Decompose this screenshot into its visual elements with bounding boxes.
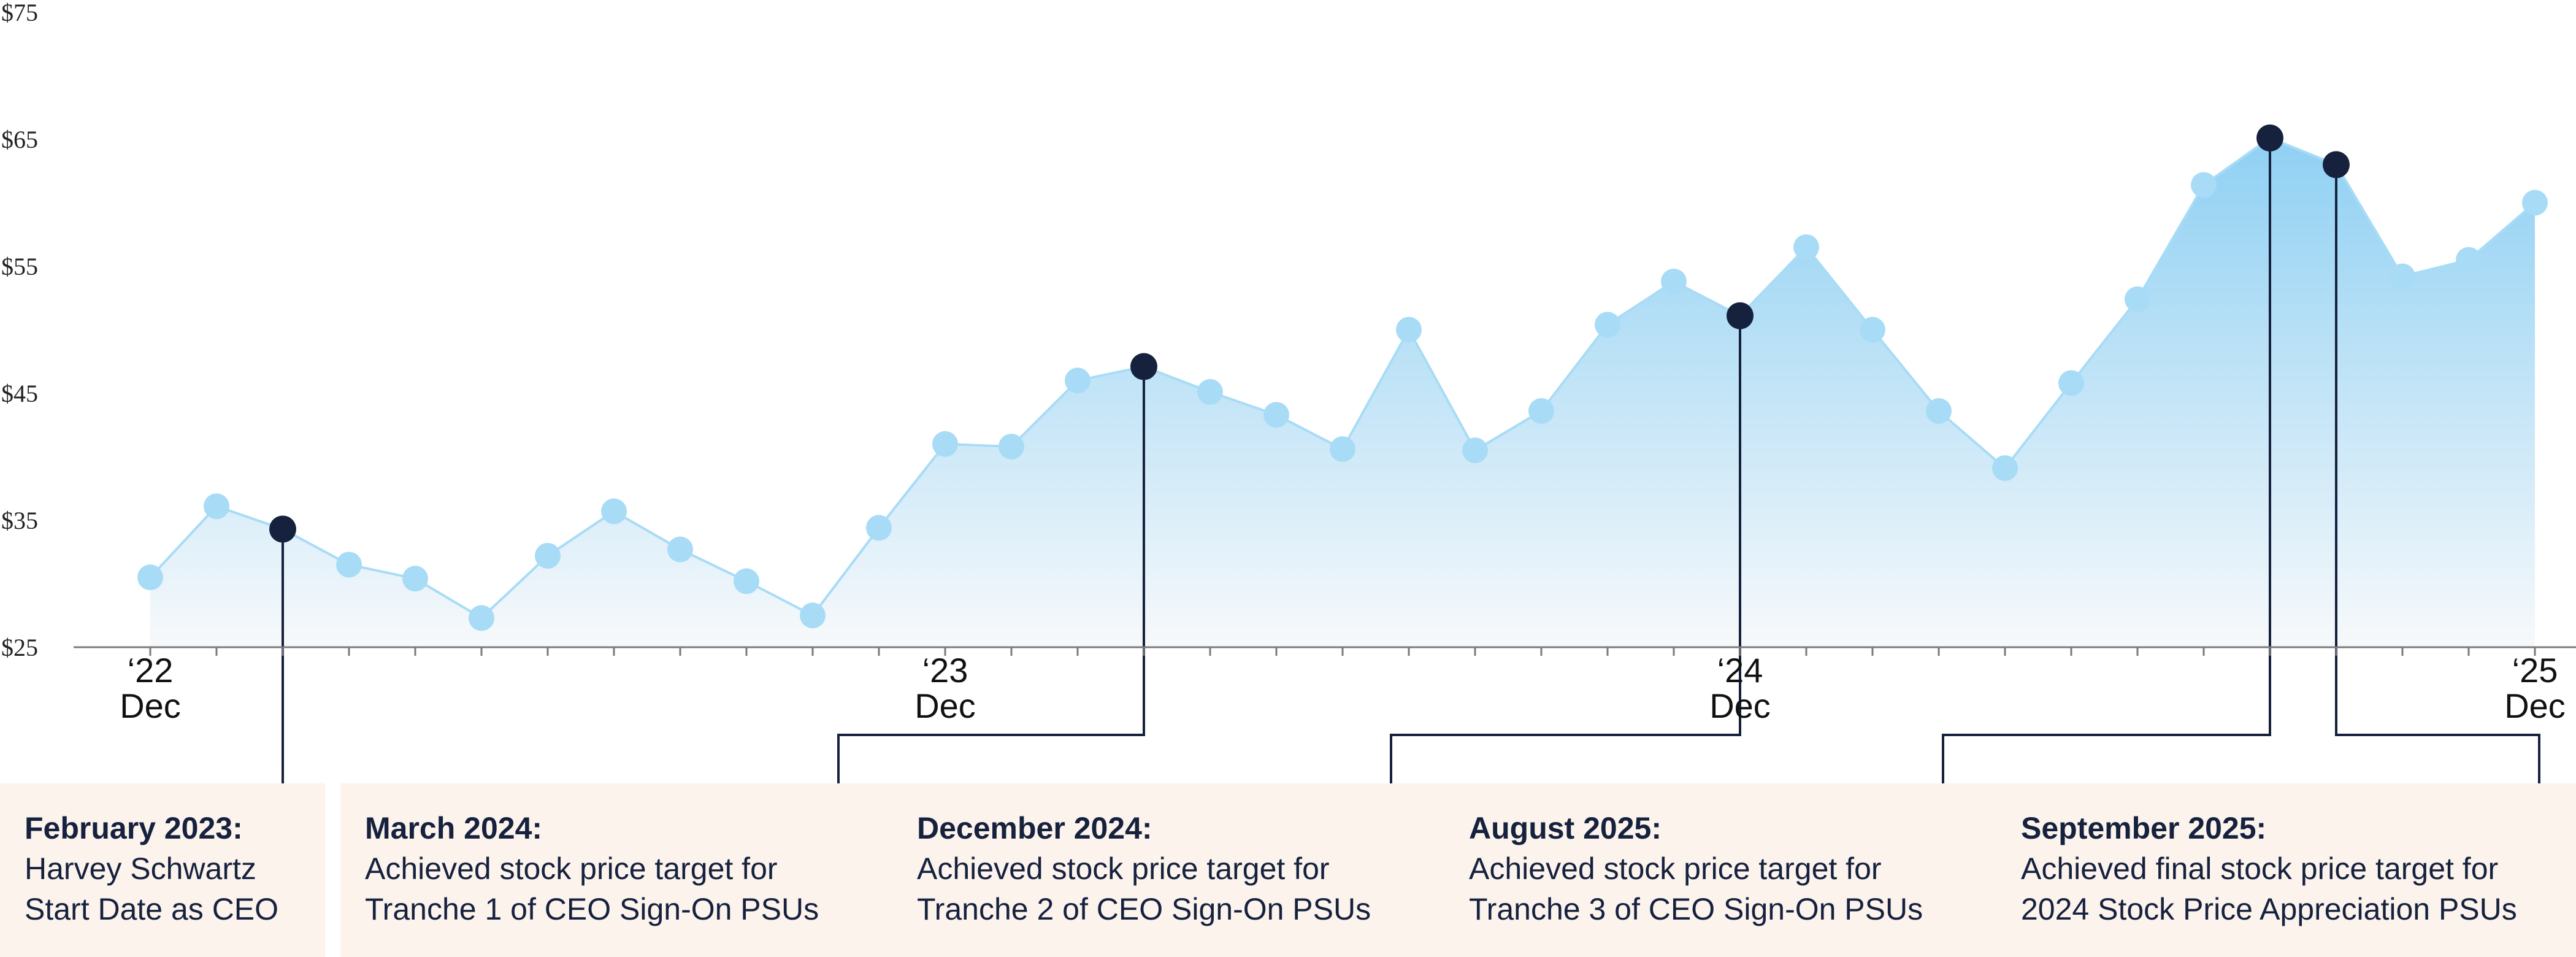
annotation-text: Achieved stock price target for (365, 851, 778, 886)
price-area-fill (150, 137, 2535, 647)
data-point (204, 493, 229, 520)
data-point (137, 564, 163, 591)
annotation-box: December 2024: Achieved stock price targe… (892, 783, 1444, 957)
data-point (999, 433, 1024, 459)
data-point (469, 605, 494, 631)
price-area (149, 136, 2536, 647)
price-points (137, 124, 2548, 631)
x-tick-month: Dec (1709, 686, 1771, 725)
data-point (1926, 398, 1952, 424)
y-axis: $75 $65 $55 $45 $35 $25 (1, 0, 38, 661)
highlight-point (2323, 151, 2350, 179)
annotation-box: February 2023: Harvey Schwartz Start Date … (0, 783, 325, 957)
data-point (601, 498, 627, 525)
data-point (1528, 398, 1554, 424)
data-point (1396, 317, 1422, 343)
y-tick-label: $25 (1, 634, 38, 661)
data-point (2125, 286, 2150, 312)
annotation-box: August 2025: Achieved stock price target … (1444, 783, 1996, 957)
annotation-text: Tranche 1 of CEO Sign-On PSUs (365, 892, 819, 926)
data-point (2191, 172, 2217, 198)
annotation-text: 2024 Stock Price Appreciation PSUs (2021, 892, 2517, 926)
data-point (866, 515, 892, 541)
data-point (535, 542, 561, 569)
annotation-date: August 2025: (1469, 811, 1662, 845)
data-point (1595, 312, 1620, 338)
annotation-connector (837, 366, 1145, 783)
data-point (932, 431, 958, 457)
annotation-date: December 2024: (917, 811, 1152, 845)
data-point (1462, 437, 1488, 464)
annotation-box: September 2025: Achieved final stock pric… (1996, 783, 2576, 957)
data-point (1197, 379, 1223, 405)
annotation-date: March 2024: (365, 811, 543, 845)
annotation-text: Achieved stock price target for (1469, 851, 1882, 886)
data-point (1992, 455, 2018, 482)
annotation-text: Tranche 2 of CEO Sign-On PSUs (917, 892, 1371, 926)
annotation-date: September 2025: (2021, 811, 2267, 845)
data-point (1793, 234, 1819, 260)
annotation-connectors (282, 137, 2540, 783)
highlight-point (2256, 124, 2283, 152)
data-point (667, 536, 693, 563)
annotation-text: Harvey Schwartz (25, 851, 256, 886)
y-tick-label: $35 (1, 507, 38, 534)
y-tick-label: $65 (1, 126, 38, 153)
data-point (2390, 263, 2415, 290)
x-tick-month: Dec (914, 686, 976, 725)
x-tick-year: ‘24 (1717, 651, 1763, 690)
x-tick-year: ‘22 (128, 651, 174, 690)
highlight-point (269, 515, 296, 543)
annotation-text: Achieved stock price target for (917, 851, 1330, 886)
data-point (2058, 370, 2084, 396)
annotation-date: February 2023: (25, 811, 243, 845)
highlight-point (1727, 302, 1754, 329)
data-point (2522, 190, 2548, 216)
x-tick-month: Dec (2504, 686, 2566, 725)
data-point (734, 568, 759, 594)
data-point (1330, 436, 1355, 463)
annotation-box: March 2024: Achieved stock price target f… (340, 783, 892, 957)
highlight-point (1130, 353, 1157, 380)
data-point (336, 552, 362, 578)
annotation-text: Start Date as CEO (25, 892, 279, 926)
data-point (1065, 367, 1091, 394)
y-tick-label: $75 (1, 0, 38, 26)
annotation-text: Achieved final stock price target for (2021, 851, 2499, 886)
data-point (402, 566, 428, 592)
data-point (1263, 402, 1289, 428)
y-tick-label: $55 (1, 253, 38, 280)
annotation-text: Tranche 3 of CEO Sign-On PSUs (1469, 892, 1923, 926)
annotation-connector (1390, 315, 1741, 783)
x-tick-year: ‘23 (922, 651, 968, 690)
data-point (1860, 317, 1885, 343)
y-tick-label: $45 (1, 380, 38, 407)
x-tick-month: Dec (120, 686, 181, 725)
annotation-connector (1942, 137, 2271, 783)
data-point (800, 602, 826, 629)
data-point (1661, 268, 1687, 294)
data-point (2456, 247, 2482, 273)
annotation-connector (2335, 164, 2540, 783)
x-tick-year: ‘25 (2512, 651, 2558, 690)
